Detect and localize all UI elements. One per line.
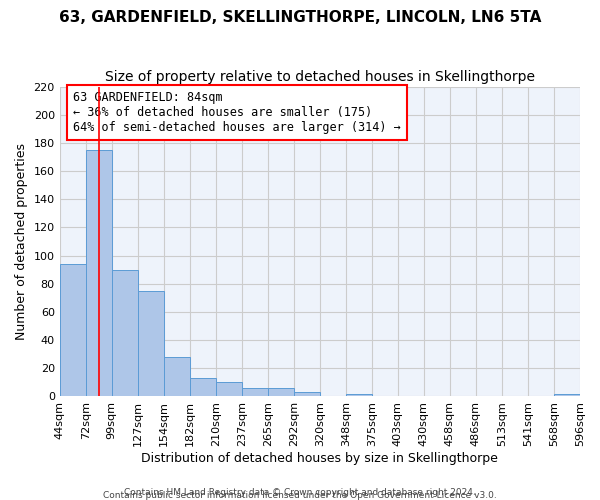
Bar [554, 394, 580, 396]
Bar [216, 382, 242, 396]
Bar [190, 378, 216, 396]
Title: Size of property relative to detached houses in Skellingthorpe: Size of property relative to detached ho… [105, 70, 535, 84]
Y-axis label: Number of detached properties: Number of detached properties [15, 143, 28, 340]
Bar [112, 270, 138, 396]
Text: Contains public sector information licensed under the Open Government Licence v3: Contains public sector information licen… [103, 490, 497, 500]
X-axis label: Distribution of detached houses by size in Skellingthorpe: Distribution of detached houses by size … [142, 452, 498, 465]
Text: 63 GARDENFIELD: 84sqm
← 36% of detached houses are smaller (175)
64% of semi-det: 63 GARDENFIELD: 84sqm ← 36% of detached … [73, 91, 401, 134]
Bar [242, 388, 268, 396]
Text: Contains HM Land Registry data © Crown copyright and database right 2024.: Contains HM Land Registry data © Crown c… [124, 488, 476, 497]
Bar [59, 264, 86, 396]
Bar [294, 392, 320, 396]
Bar [138, 291, 164, 397]
Bar [268, 388, 294, 396]
Bar [346, 394, 372, 396]
Bar [164, 357, 190, 397]
Text: 63, GARDENFIELD, SKELLINGTHORPE, LINCOLN, LN6 5TA: 63, GARDENFIELD, SKELLINGTHORPE, LINCOLN… [59, 10, 541, 25]
Bar [86, 150, 112, 396]
